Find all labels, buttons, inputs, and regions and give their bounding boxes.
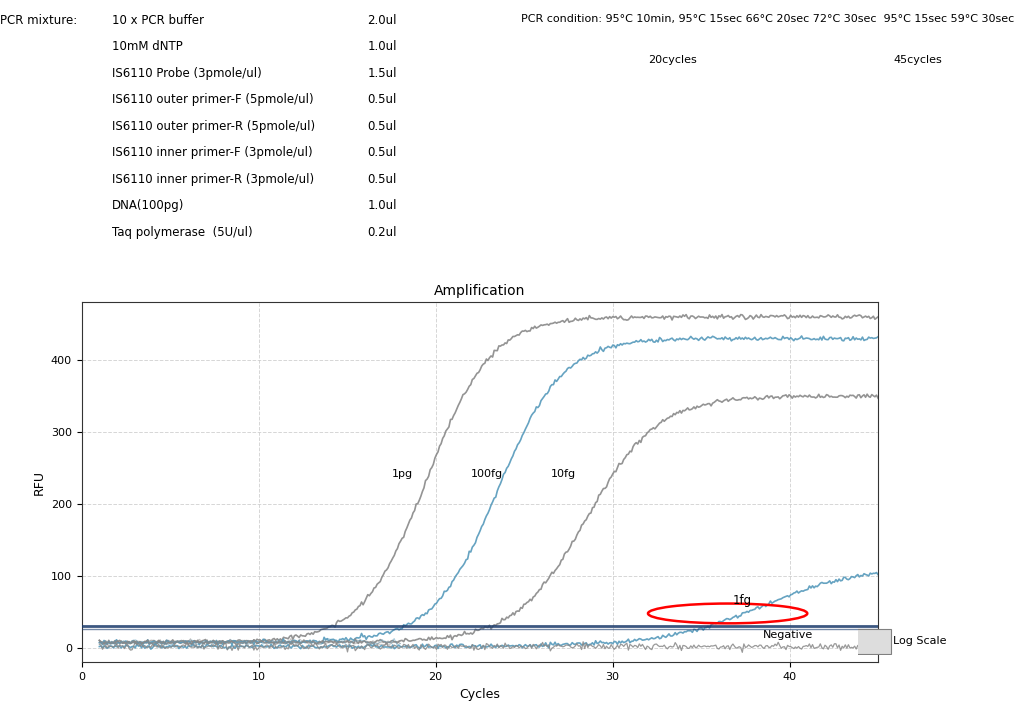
Text: 45cycles: 45cycles [893,55,942,65]
Text: IS6110 Probe (3pmole/ul): IS6110 Probe (3pmole/ul) [112,67,262,80]
Text: 20cycles: 20cycles [648,55,697,65]
Text: IS6110 outer primer-R (5pmole/ul): IS6110 outer primer-R (5pmole/ul) [112,120,315,132]
Text: 2.0ul: 2.0ul [368,14,397,27]
Text: 1.5ul: 1.5ul [368,67,397,80]
Text: 0.5ul: 0.5ul [368,120,397,132]
Title: Amplification: Amplification [434,284,526,299]
Text: IS6110 outer primer-F (5pmole/ul): IS6110 outer primer-F (5pmole/ul) [112,93,313,106]
Text: PCR mixture:: PCR mixture: [0,14,78,27]
Text: 1pg: 1pg [391,469,412,479]
Text: Log Scale: Log Scale [893,636,946,646]
Text: PCR condition: 95°C 10min, 95°C 15sec 66°C 20sec 72°C 30sec  95°C 15sec 59°C 30s: PCR condition: 95°C 10min, 95°C 15sec 66… [521,14,1014,24]
Text: 1.0ul: 1.0ul [368,40,397,53]
Text: Taq polymerase  (5U/ul): Taq polymerase (5U/ul) [112,225,253,238]
Text: 1.0ul: 1.0ul [368,199,397,212]
Text: IS6110 inner primer-F (3pmole/ul): IS6110 inner primer-F (3pmole/ul) [112,146,312,159]
Text: Negative: Negative [763,630,814,640]
X-axis label: Cycles: Cycles [459,688,500,701]
Text: 0.5ul: 0.5ul [368,93,397,106]
Text: 1fg: 1fg [733,594,752,607]
Text: 10 x PCR buffer: 10 x PCR buffer [112,14,204,27]
Text: 10fg: 10fg [550,469,576,479]
Text: DNA(100pg): DNA(100pg) [112,199,185,212]
Text: IS6110 inner primer-R (3pmole/ul): IS6110 inner primer-R (3pmole/ul) [112,173,314,186]
Text: 0.5ul: 0.5ul [368,173,397,186]
Text: 0.5ul: 0.5ul [368,146,397,159]
Y-axis label: RFU: RFU [33,470,45,495]
Text: 0.2ul: 0.2ul [368,225,397,238]
Text: 10mM dNTP: 10mM dNTP [112,40,183,53]
Text: 100fg: 100fg [471,469,503,479]
FancyBboxPatch shape [850,629,890,654]
